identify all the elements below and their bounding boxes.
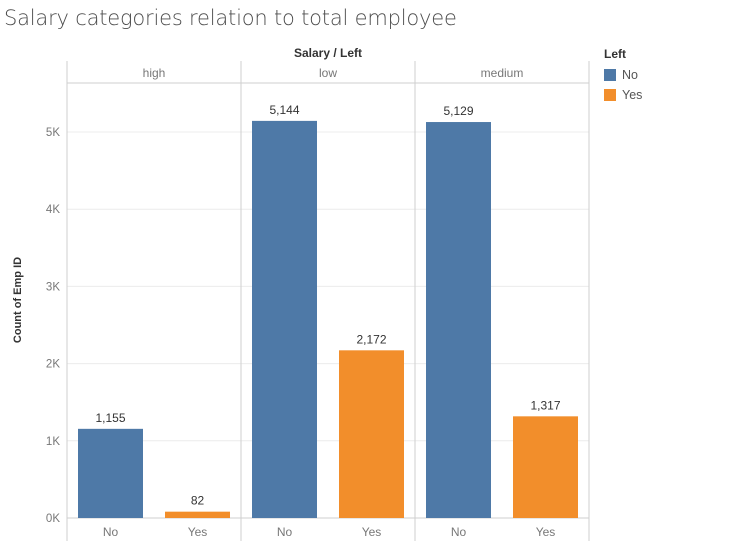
legend-item-no[interactable]: No <box>604 65 642 85</box>
bar-high-yes <box>165 511 230 518</box>
legend-title: Left <box>604 47 626 61</box>
y-axis-label: Count of Emp ID <box>12 257 24 343</box>
y-tick-label-2k: 2K <box>46 359 60 371</box>
x-tick-label-medium-yes: Yes <box>536 525 556 539</box>
data-label-medium-yes: 1,317 <box>530 398 560 412</box>
bar-low-yes <box>339 350 404 518</box>
bar-medium-no <box>426 122 491 518</box>
data-label-low-no: 5,144 <box>269 103 299 117</box>
x-tick-label-high-yes: Yes <box>188 525 208 539</box>
legend-swatch-yes <box>604 89 616 101</box>
x-tick-label-medium-no: No <box>451 525 467 539</box>
y-tick-label-1k: 1K <box>46 436 60 448</box>
legend-label-yes: Yes <box>622 88 643 102</box>
y-tick-label-0k: 0K <box>46 513 60 525</box>
bar-high-no <box>78 428 143 518</box>
x-tick-label-high-no: No <box>103 525 119 539</box>
panel-header-high: high <box>143 66 166 80</box>
y-tick-label-4k: 4K <box>46 204 60 216</box>
data-label-low-yes: 2,172 <box>356 332 386 346</box>
x-tick-label-low-no: No <box>277 525 293 539</box>
bar-medium-yes <box>513 416 578 518</box>
column-header: Salary / Left <box>294 46 362 60</box>
x-tick-label-low-yes: Yes <box>362 525 382 539</box>
data-label-medium-no: 5,129 <box>443 104 473 118</box>
chart-title: Salary categories relation to total empl… <box>4 6 457 30</box>
panel-header-medium: medium <box>481 66 524 80</box>
legend: Left No Yes <box>604 47 642 105</box>
data-label-high-yes: 82 <box>191 494 205 508</box>
panel-header-low: low <box>319 66 337 80</box>
y-tick-label-5k: 5K <box>46 127 60 139</box>
legend-item-yes[interactable]: Yes <box>604 85 642 105</box>
data-label-high-no: 1,155 <box>95 411 125 425</box>
y-tick-label-3k: 3K <box>46 281 60 293</box>
bar-low-no <box>252 120 317 518</box>
legend-label-no: No <box>622 68 638 82</box>
legend-swatch-no <box>604 69 616 81</box>
